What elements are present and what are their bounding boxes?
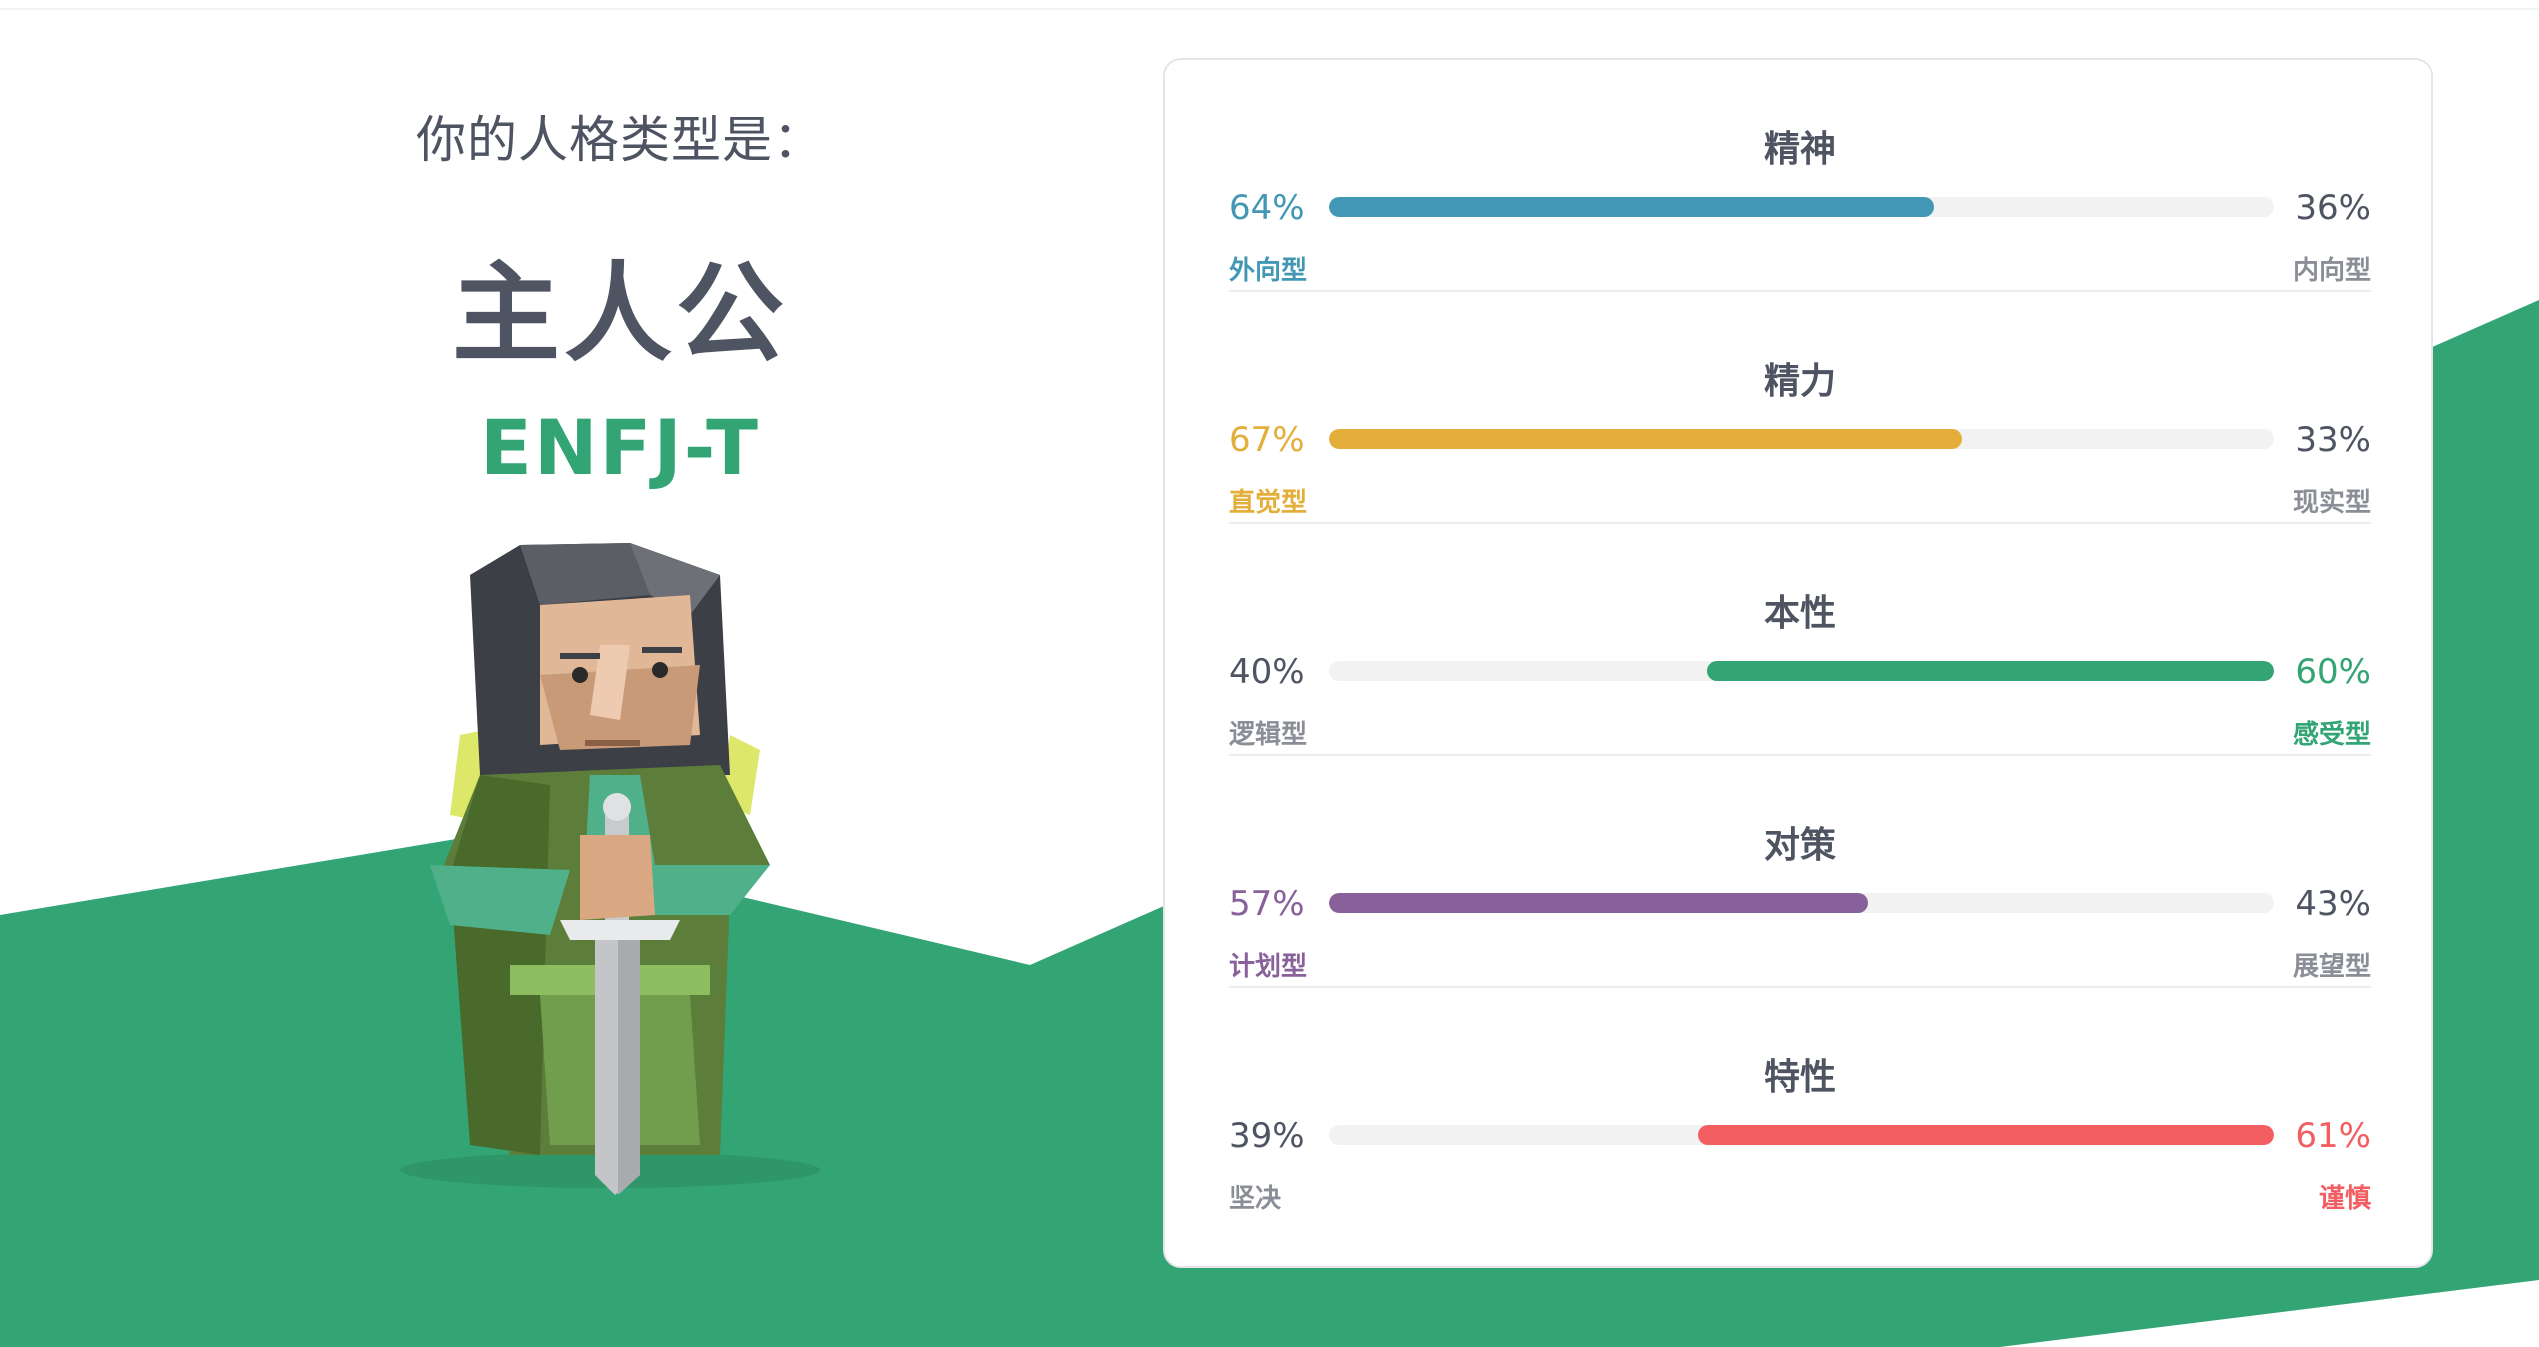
trait-title: 精力 (1763, 361, 1836, 402)
traits-card: 精神 64% 36% 外向型 内向型 精力 67% 33% 直觉型 现实型 本性… (1163, 58, 2433, 1268)
trait-row: 对策 57% 43% 计划型 展望型 (1229, 756, 2371, 988)
trait-left-percent: 64% (1229, 188, 1305, 228)
trait-right-label: 谨慎 (2318, 1184, 2371, 1214)
trait-left-percent: 39% (1229, 1116, 1305, 1156)
trait-bar-fill (1329, 197, 1934, 217)
trait-row: 本性 40% 60% 逻辑型 感受型 (1229, 524, 2371, 756)
trait-bar-fill (1329, 429, 1962, 449)
trait-bar (1329, 661, 2274, 681)
trait-right-percent: 43% (2295, 884, 2371, 924)
trait-left-label: 计划型 (1229, 952, 1308, 982)
trait-right-label: 现实型 (2292, 488, 2371, 518)
trait-right-label: 内向型 (2292, 256, 2371, 286)
protagonist-character-illustration (400, 543, 820, 1195)
trait-divider (1229, 986, 2371, 988)
trait-left-percent: 40% (1229, 652, 1305, 692)
trait-right-percent: 60% (2295, 652, 2371, 692)
trait-right-percent: 61% (2295, 1116, 2371, 1156)
trait-left-label: 外向型 (1229, 256, 1308, 286)
trait-bar-fill (1329, 893, 1868, 913)
trait-title: 对策 (1763, 825, 1836, 866)
trait-bar-fill (1707, 661, 2274, 681)
trait-bar (1329, 893, 2274, 913)
trait-row: 精力 67% 33% 直觉型 现实型 (1229, 292, 2371, 524)
trait-right-percent: 36% (2295, 188, 2371, 228)
trait-left-label: 坚决 (1229, 1184, 1282, 1214)
top-divider (0, 8, 2539, 10)
trait-row: 精神 64% 36% 外向型 内向型 (1229, 60, 2371, 292)
trait-right-label: 展望型 (2292, 952, 2371, 982)
trait-title: 特性 (1763, 1057, 1836, 1098)
trait-bar-fill (1698, 1125, 2274, 1145)
trait-right-label: 感受型 (2292, 720, 2371, 750)
trait-title: 本性 (1763, 593, 1836, 634)
type-header: 你的人格类型是： 主人公 ENFJ-T (300, 80, 940, 492)
trait-right-percent: 33% (2295, 420, 2371, 460)
intro-text: 你的人格类型是： (416, 111, 824, 169)
trait-left-label: 直觉型 (1229, 488, 1308, 518)
trait-bar (1329, 429, 2274, 449)
trait-bar (1329, 197, 2274, 217)
trait-left-percent: 67% (1229, 420, 1305, 460)
trait-title: 精神 (1763, 129, 1836, 170)
trait-divider (1229, 754, 2371, 756)
trait-bar (1329, 1125, 2274, 1145)
trait-row: 特性 39% 61% 坚决 谨慎 (1229, 988, 2371, 1220)
type-code: ENFJ-T (480, 403, 760, 492)
trait-divider (1229, 290, 2371, 292)
trait-divider (1229, 522, 2371, 524)
trait-left-percent: 57% (1229, 884, 1305, 924)
trait-left-label: 逻辑型 (1229, 720, 1308, 750)
type-name: 主人公 (451, 252, 788, 377)
